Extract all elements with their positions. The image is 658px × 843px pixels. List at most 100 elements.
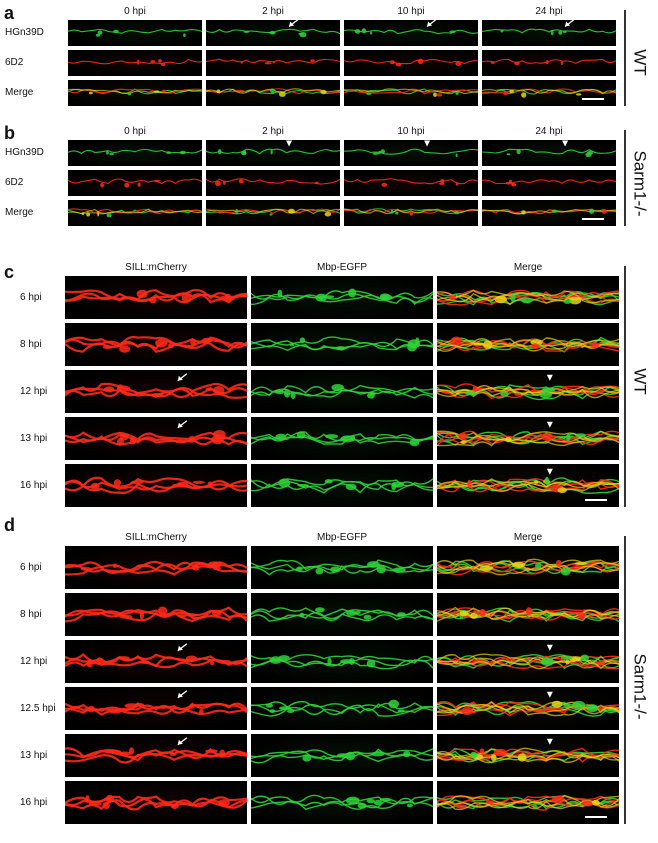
micrograph-image <box>344 208 478 216</box>
fluorescent-puncta <box>455 91 459 95</box>
micrograph-image <box>251 559 433 576</box>
micrograph-merge <box>437 687 619 730</box>
micrograph-merge <box>206 200 340 226</box>
axon-fiber <box>65 335 247 349</box>
column-header: SILL:mCherry <box>125 532 187 543</box>
micrograph-image <box>206 58 340 65</box>
micrograph-red <box>65 464 247 507</box>
fluorescent-puncta <box>158 59 162 63</box>
fluorescent-puncta <box>467 479 472 489</box>
micrograph-red <box>65 687 247 730</box>
fluorescent-puncta <box>505 436 512 443</box>
axon-fiber <box>437 435 619 447</box>
arrowhead-icon <box>546 374 553 381</box>
fluorescent-puncta <box>201 337 214 343</box>
micrograph-red <box>344 50 478 76</box>
micrograph-image <box>251 699 433 717</box>
axon-fiber <box>65 289 247 301</box>
row-label: 6D2 <box>5 57 24 68</box>
fluorescent-puncta <box>575 433 587 438</box>
fluorescent-puncta <box>127 93 132 96</box>
arrow-icon <box>565 21 571 27</box>
fluorescent-puncta <box>433 92 437 97</box>
micrograph-merge <box>344 200 478 226</box>
micrograph-green <box>251 546 433 589</box>
micrograph-image <box>68 28 202 37</box>
fluorescent-puncta <box>560 567 571 576</box>
fluorescent-puncta <box>574 561 588 566</box>
axon-fiber <box>251 659 433 670</box>
fluorescent-puncta <box>265 703 273 708</box>
fluorescent-puncta <box>506 153 511 156</box>
micrograph-red <box>65 417 247 460</box>
micrograph-green <box>251 640 433 683</box>
micrograph-red <box>68 170 202 196</box>
micrograph-red <box>68 50 202 76</box>
axon-fiber <box>65 476 247 489</box>
fluorescent-puncta <box>500 391 509 397</box>
axon-fiber <box>437 655 619 667</box>
fluorescent-puncta <box>284 389 290 398</box>
fluorescent-puncta <box>494 295 507 304</box>
panel-letter-d: d <box>4 515 15 535</box>
micrograph-image <box>437 738 619 764</box>
fluorescent-puncta <box>490 754 497 762</box>
axon-fiber <box>344 178 478 185</box>
genotype-bracket <box>624 536 626 824</box>
micrograph-image <box>65 560 247 576</box>
fluorescent-puncta <box>218 149 222 155</box>
fluorescent-puncta <box>346 610 357 616</box>
axon-fiber <box>437 754 619 764</box>
micrograph-image <box>206 208 340 217</box>
fluorescent-puncta <box>521 92 527 98</box>
fluorescent-puncta <box>190 339 196 346</box>
fluorescent-puncta <box>299 612 305 618</box>
fluorescent-puncta <box>192 565 200 571</box>
axon-fiber <box>437 294 619 306</box>
fluorescent-puncta <box>366 659 376 668</box>
fluorescent-puncta <box>366 798 375 804</box>
fluorescent-puncta <box>109 152 114 156</box>
arrowhead-icon <box>546 468 553 475</box>
fluorescent-puncta <box>589 208 595 214</box>
micrograph-image <box>437 558 619 576</box>
fluorescent-puncta <box>521 210 526 215</box>
row-label: 6 hpi <box>20 561 42 573</box>
fluorescent-puncta <box>118 751 132 756</box>
fluorescent-puncta <box>558 30 563 35</box>
row-label: HGn39D <box>5 27 44 38</box>
fluorescent-puncta <box>315 607 325 613</box>
fluorescent-puncta <box>340 435 355 443</box>
micrograph-green <box>251 593 433 636</box>
micrograph-green <box>251 276 433 319</box>
micrograph-red <box>65 781 247 824</box>
fluorescent-puncta <box>565 659 570 665</box>
fluorescent-puncta <box>288 208 295 214</box>
micrograph-image <box>482 88 616 100</box>
column-header: 0 hpi <box>124 6 146 17</box>
fluorescent-puncta <box>469 613 478 619</box>
micrograph-red <box>65 734 247 777</box>
micrograph-red <box>344 170 478 196</box>
fluorescent-puncta <box>269 656 282 664</box>
fluorescent-puncta <box>455 153 458 157</box>
fluorescent-puncta <box>224 293 231 300</box>
fluorescent-puncta <box>371 752 385 757</box>
fluorescent-puncta <box>168 342 175 349</box>
micrograph-red <box>65 546 247 589</box>
fluorescent-puncta <box>363 614 372 620</box>
fluorescent-puncta <box>500 29 504 33</box>
micrograph-image <box>482 20 616 36</box>
micrograph-merge <box>437 640 619 683</box>
fluorescent-puncta <box>450 336 462 346</box>
axon-fiber <box>437 564 619 576</box>
axon-fiber <box>65 610 247 623</box>
micrograph-image <box>68 208 202 218</box>
micrograph-red <box>482 170 616 196</box>
fluorescent-puncta <box>493 748 508 757</box>
fluorescent-puncta <box>367 561 381 568</box>
row-label: 12.5 hpi <box>20 702 56 714</box>
fluorescent-puncta <box>454 210 460 215</box>
fluorescent-puncta <box>264 62 272 65</box>
micrograph-green <box>251 417 433 460</box>
